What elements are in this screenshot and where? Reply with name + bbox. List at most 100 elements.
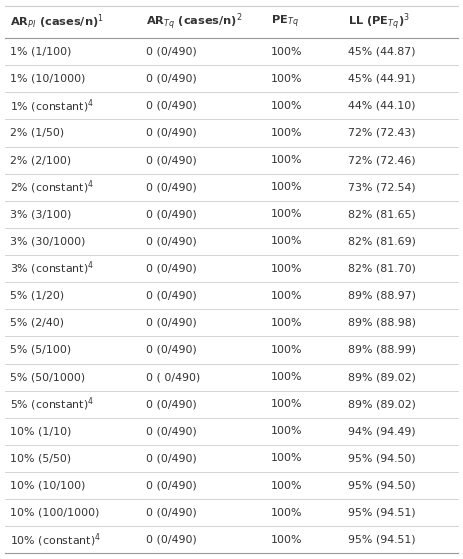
Text: 0 (0/490): 0 (0/490) xyxy=(146,209,197,219)
Text: 0 (0/490): 0 (0/490) xyxy=(146,318,197,328)
Bar xyxy=(5,255,458,282)
Text: 100%: 100% xyxy=(271,155,303,165)
Bar xyxy=(5,120,458,146)
Text: 0 (0/490): 0 (0/490) xyxy=(146,345,197,355)
Bar xyxy=(5,472,458,499)
Text: 94% (94.49): 94% (94.49) xyxy=(348,427,416,437)
Bar xyxy=(5,418,458,445)
Bar xyxy=(5,228,458,255)
Text: 100%: 100% xyxy=(271,264,303,273)
Text: 0 ( 0/490): 0 ( 0/490) xyxy=(146,372,200,382)
Text: 5% (constant)$^4$: 5% (constant)$^4$ xyxy=(10,395,94,413)
Text: 45% (44.87): 45% (44.87) xyxy=(348,46,416,56)
Text: 2% (1/50): 2% (1/50) xyxy=(10,128,64,138)
Text: 10% (constant)$^4$: 10% (constant)$^4$ xyxy=(10,531,101,548)
Text: 2% (2/100): 2% (2/100) xyxy=(10,155,71,165)
Text: 0 (0/490): 0 (0/490) xyxy=(146,535,197,545)
Bar xyxy=(5,282,458,309)
Text: 73% (72.54): 73% (72.54) xyxy=(348,182,416,192)
Text: 3% (constant)$^4$: 3% (constant)$^4$ xyxy=(10,260,94,277)
Bar xyxy=(5,391,458,418)
Text: 89% (89.02): 89% (89.02) xyxy=(348,372,416,382)
Text: 100%: 100% xyxy=(271,508,303,518)
Text: 100%: 100% xyxy=(271,182,303,192)
Text: 100%: 100% xyxy=(271,318,303,328)
Text: 1% (constant)$^4$: 1% (constant)$^4$ xyxy=(10,97,94,115)
Text: 100%: 100% xyxy=(271,453,303,463)
Text: 0 (0/490): 0 (0/490) xyxy=(146,453,197,463)
Bar xyxy=(5,38,458,65)
Text: 100%: 100% xyxy=(271,128,303,138)
Bar xyxy=(5,526,458,553)
Text: 5% (5/100): 5% (5/100) xyxy=(10,345,71,355)
Text: 0 (0/490): 0 (0/490) xyxy=(146,508,197,518)
Text: 0 (0/490): 0 (0/490) xyxy=(146,46,197,56)
Text: 89% (88.98): 89% (88.98) xyxy=(348,318,416,328)
Text: 100%: 100% xyxy=(271,372,303,382)
Text: AR$_{Tq}$ (cases/n)$^2$: AR$_{Tq}$ (cases/n)$^2$ xyxy=(146,11,243,32)
Bar xyxy=(5,363,458,391)
Text: 100%: 100% xyxy=(271,481,303,491)
Text: 2% (constant)$^4$: 2% (constant)$^4$ xyxy=(10,178,94,196)
Text: 100%: 100% xyxy=(271,399,303,409)
Bar xyxy=(5,499,458,526)
Text: 0 (0/490): 0 (0/490) xyxy=(146,128,197,138)
Text: 82% (81.70): 82% (81.70) xyxy=(348,264,416,273)
Text: 1% (10/1000): 1% (10/1000) xyxy=(10,74,86,84)
Text: 10% (1/10): 10% (1/10) xyxy=(10,427,72,437)
Text: LL (PE$_{Tq}$)$^3$: LL (PE$_{Tq}$)$^3$ xyxy=(348,11,410,32)
Text: 100%: 100% xyxy=(271,101,303,111)
Text: 5% (50/1000): 5% (50/1000) xyxy=(10,372,85,382)
Text: 10% (5/50): 10% (5/50) xyxy=(10,453,71,463)
Text: 10% (100/1000): 10% (100/1000) xyxy=(10,508,100,518)
Bar xyxy=(5,337,458,363)
Text: 89% (88.99): 89% (88.99) xyxy=(348,345,416,355)
Bar xyxy=(5,6,458,38)
Text: 0 (0/490): 0 (0/490) xyxy=(146,264,197,273)
Bar xyxy=(5,174,458,201)
Text: 0 (0/490): 0 (0/490) xyxy=(146,481,197,491)
Text: 0 (0/490): 0 (0/490) xyxy=(146,427,197,437)
Text: 72% (72.43): 72% (72.43) xyxy=(348,128,416,138)
Text: 89% (89.02): 89% (89.02) xyxy=(348,399,416,409)
Text: 1% (1/100): 1% (1/100) xyxy=(10,46,72,56)
Text: 95% (94.51): 95% (94.51) xyxy=(348,535,416,545)
Text: 0 (0/490): 0 (0/490) xyxy=(146,155,197,165)
Bar xyxy=(5,445,458,472)
Text: 72% (72.46): 72% (72.46) xyxy=(348,155,416,165)
Text: 82% (81.65): 82% (81.65) xyxy=(348,209,416,219)
Text: 44% (44.10): 44% (44.10) xyxy=(348,101,416,111)
Bar xyxy=(5,309,458,337)
Text: 100%: 100% xyxy=(271,74,303,84)
Text: 100%: 100% xyxy=(271,345,303,355)
Text: 89% (88.97): 89% (88.97) xyxy=(348,291,416,301)
Text: 45% (44.91): 45% (44.91) xyxy=(348,74,416,84)
Bar xyxy=(5,92,458,120)
Text: 100%: 100% xyxy=(271,209,303,219)
Text: 95% (94.51): 95% (94.51) xyxy=(348,508,416,518)
Text: 0 (0/490): 0 (0/490) xyxy=(146,291,197,301)
Text: 100%: 100% xyxy=(271,291,303,301)
Bar xyxy=(5,146,458,174)
Text: 95% (94.50): 95% (94.50) xyxy=(348,481,416,491)
Text: 0 (0/490): 0 (0/490) xyxy=(146,399,197,409)
Text: 100%: 100% xyxy=(271,46,303,56)
Text: 3% (3/100): 3% (3/100) xyxy=(10,209,72,219)
Text: 100%: 100% xyxy=(271,236,303,247)
Text: 95% (94.50): 95% (94.50) xyxy=(348,453,416,463)
Text: 5% (1/20): 5% (1/20) xyxy=(10,291,64,301)
Text: AR$_{PI}$ (cases/n)$^1$: AR$_{PI}$ (cases/n)$^1$ xyxy=(10,12,104,31)
Text: 0 (0/490): 0 (0/490) xyxy=(146,101,197,111)
Text: 100%: 100% xyxy=(271,427,303,437)
Bar xyxy=(5,201,458,228)
Text: 10% (10/100): 10% (10/100) xyxy=(10,481,86,491)
Text: 0 (0/490): 0 (0/490) xyxy=(146,182,197,192)
Text: 0 (0/490): 0 (0/490) xyxy=(146,74,197,84)
Text: PE$_{Tq}$: PE$_{Tq}$ xyxy=(271,13,299,30)
Text: 3% (30/1000): 3% (30/1000) xyxy=(10,236,86,247)
Text: 82% (81.69): 82% (81.69) xyxy=(348,236,416,247)
Text: 5% (2/40): 5% (2/40) xyxy=(10,318,64,328)
Text: 100%: 100% xyxy=(271,535,303,545)
Bar xyxy=(5,65,458,92)
Text: 0 (0/490): 0 (0/490) xyxy=(146,236,197,247)
